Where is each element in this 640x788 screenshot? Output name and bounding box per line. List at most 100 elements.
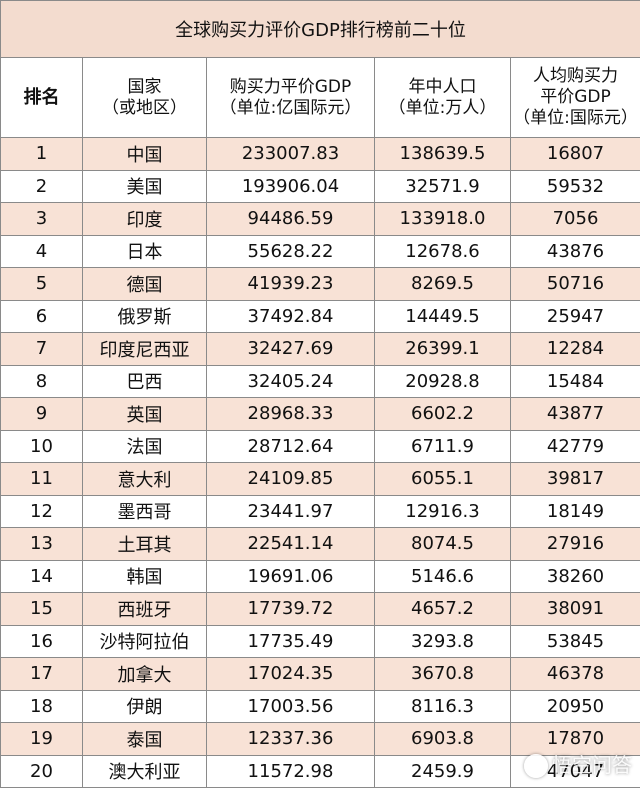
cell-country: 印度尼西亚 [83,333,207,366]
cell-ppp-gdp: 28712.64 [207,430,375,463]
wukong-logo-icon [524,754,548,778]
cell-population: 6711.9 [375,430,511,463]
cell-country: 德国 [83,268,207,301]
cell-population: 2459.9 [375,755,511,788]
cell-population: 133918.0 [375,203,511,236]
header-per-capita: 人均购买力 平价GDP （单位:国际元） [511,58,640,138]
cell-ppp-gdp: 41939.23 [207,268,375,301]
cell-population: 26399.1 [375,333,511,366]
cell-per-capita: 42779 [511,430,640,463]
cell-population: 12678.6 [375,235,511,268]
cell-rank: 7 [1,333,83,366]
cell-ppp-gdp: 23441.97 [207,495,375,528]
cell-country: 日本 [83,235,207,268]
cell-ppp-gdp: 37492.84 [207,300,375,333]
cell-country: 印度 [83,203,207,236]
cell-rank: 14 [1,560,83,593]
cell-population: 20928.8 [375,365,511,398]
cell-ppp-gdp: 94486.59 [207,203,375,236]
watermark-text: 悟空问答 [552,753,632,777]
header-gdp-line1: 购买力平价GDP [207,77,374,98]
cell-rank: 18 [1,690,83,723]
header-population: 年中人口 （单位:万人） [375,58,511,138]
watermark: 悟空问答 [524,749,632,779]
cell-per-capita: 43877 [511,398,640,431]
cell-rank: 8 [1,365,83,398]
cell-per-capita: 18149 [511,495,640,528]
cell-per-capita: 16807 [511,138,640,171]
cell-country: 泰国 [83,723,207,756]
cell-ppp-gdp: 17739.72 [207,593,375,626]
cell-country: 法国 [83,430,207,463]
cell-population: 3670.8 [375,658,511,691]
cell-per-capita: 25947 [511,300,640,333]
cell-per-capita: 43876 [511,235,640,268]
header-pop-line2: （单位:万人） [375,98,510,119]
cell-country: 墨西哥 [83,495,207,528]
cell-per-capita: 15484 [511,365,640,398]
cell-ppp-gdp: 17003.56 [207,690,375,723]
cell-ppp-gdp: 233007.83 [207,138,375,171]
cell-per-capita: 59532 [511,170,640,203]
cell-rank: 15 [1,593,83,626]
cell-rank: 11 [1,463,83,496]
cell-rank: 16 [1,625,83,658]
cell-population: 4657.2 [375,593,511,626]
cell-ppp-gdp: 19691.06 [207,560,375,593]
cell-per-capita: 27916 [511,528,640,561]
header-row: 排名 国家 （或地区） 购买力平价GDP （单位:亿国际元） 年中人口 （单位:… [1,58,640,138]
header-rank: 排名 [1,58,83,138]
cell-country: 俄罗斯 [83,300,207,333]
cell-per-capita: 7056 [511,203,640,236]
cell-population: 8116.3 [375,690,511,723]
cell-country: 加拿大 [83,658,207,691]
cell-ppp-gdp: 32427.69 [207,333,375,366]
cell-rank: 9 [1,398,83,431]
cell-per-capita: 38260 [511,560,640,593]
cell-country: 美国 [83,170,207,203]
cell-ppp-gdp: 17024.35 [207,658,375,691]
cell-ppp-gdp: 24109.85 [207,463,375,496]
cell-rank: 3 [1,203,83,236]
cell-country: 英国 [83,398,207,431]
cell-rank: 17 [1,658,83,691]
cell-rank: 5 [1,268,83,301]
cell-country: 伊朗 [83,690,207,723]
cell-per-capita: 38091 [511,593,640,626]
cell-rank: 20 [1,755,83,788]
cell-population: 5146.6 [375,560,511,593]
cell-ppp-gdp: 55628.22 [207,235,375,268]
cell-rank: 6 [1,300,83,333]
cell-country: 澳大利亚 [83,755,207,788]
cell-ppp-gdp: 193906.04 [207,170,375,203]
cell-per-capita: 50716 [511,268,640,301]
cell-country: 意大利 [83,463,207,496]
header-ppp-gdp: 购买力平价GDP （单位:亿国际元） [207,58,375,138]
cell-rank: 19 [1,723,83,756]
cell-population: 6055.1 [375,463,511,496]
cell-country: 土耳其 [83,528,207,561]
cell-per-capita: 53845 [511,625,640,658]
cell-country: 韩国 [83,560,207,593]
header-pc-line1: 人均购买力 [511,66,640,87]
header-pc-line2: 平价GDP [511,87,640,108]
header-pop-line1: 年中人口 [375,77,510,98]
cell-rank: 4 [1,235,83,268]
cell-population: 138639.5 [375,138,511,171]
cell-per-capita: 39817 [511,463,640,496]
